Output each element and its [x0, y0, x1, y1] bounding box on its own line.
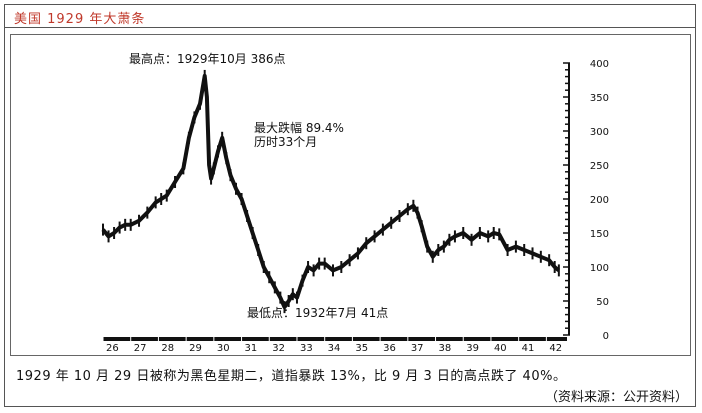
y-tick-label: 150	[590, 229, 609, 240]
y-tick-label: 100	[590, 263, 609, 274]
y-tick-label: 50	[596, 297, 609, 308]
x-axis: 26 27 28 29 30 31 32 33 34 35 36 37 38 39 40 41 42	[102, 336, 567, 354]
x-tick-label: 27	[134, 343, 147, 354]
x-tick-label: 42	[549, 343, 562, 354]
y-tick-label: 400	[590, 59, 609, 70]
series-line-thick	[101, 73, 561, 310]
peak-annotation: 最高点：1929年10月 386点	[129, 51, 286, 66]
chart-series	[101, 69, 561, 314]
x-tick-label: 41	[522, 343, 535, 354]
x-tick-label: 33	[300, 343, 313, 354]
x-tick-label: 34	[328, 343, 341, 354]
x-tick-label: 26	[106, 343, 119, 354]
title-bar: 美国 1929 年大萧条	[4, 4, 696, 28]
x-tick-label: 40	[494, 343, 507, 354]
y-tick-label: 350	[590, 93, 609, 104]
chart-container: 26 27 28 29 30 31 32 33 34 35 36 37 38 39 40 41 42 0 50 10…	[10, 34, 691, 356]
y-tick-label: 0	[603, 331, 609, 342]
x-tick-label: 28	[161, 343, 174, 354]
y-axis: 0 50 100 150 200 250 300 350 400	[563, 59, 609, 342]
x-tick-label: 39	[466, 343, 479, 354]
x-tick-label: 31	[245, 343, 258, 354]
source-note: （资料来源：公开资料）	[544, 390, 688, 405]
x-tick-label: 30	[217, 343, 230, 354]
y-tick-label: 250	[590, 161, 609, 172]
x-tick-label: 29	[189, 343, 202, 354]
y-tick-label: 200	[590, 195, 609, 206]
x-tick-label: 38	[439, 343, 452, 354]
figure-caption: 1929 年 10 月 29 日被称为黑色星期二，道指暴跌 13%，比 9 月 …	[16, 369, 567, 384]
figure-frame	[4, 4, 696, 407]
figure-title: 美国 1929 年大萧条	[14, 12, 146, 27]
x-tick-label: 35	[355, 343, 368, 354]
drop-annotation-line1: 最大跌幅 89.4%	[254, 120, 344, 135]
drop-annotation-line2: 历时33个月	[254, 135, 317, 149]
chart-svg: 26 27 28 29 30 31 32 33 34 35 36 37 38 39 40 41 42 0 50 10…	[101, 51, 609, 354]
x-tick-label: 36	[383, 343, 396, 354]
y-tick-label: 300	[590, 127, 609, 138]
x-tick-label: 37	[411, 343, 424, 354]
x-axis-line	[103, 337, 567, 341]
low-annotation: 最低点：1932年7月 41点	[247, 306, 388, 320]
x-tick-label: 32	[272, 343, 285, 354]
